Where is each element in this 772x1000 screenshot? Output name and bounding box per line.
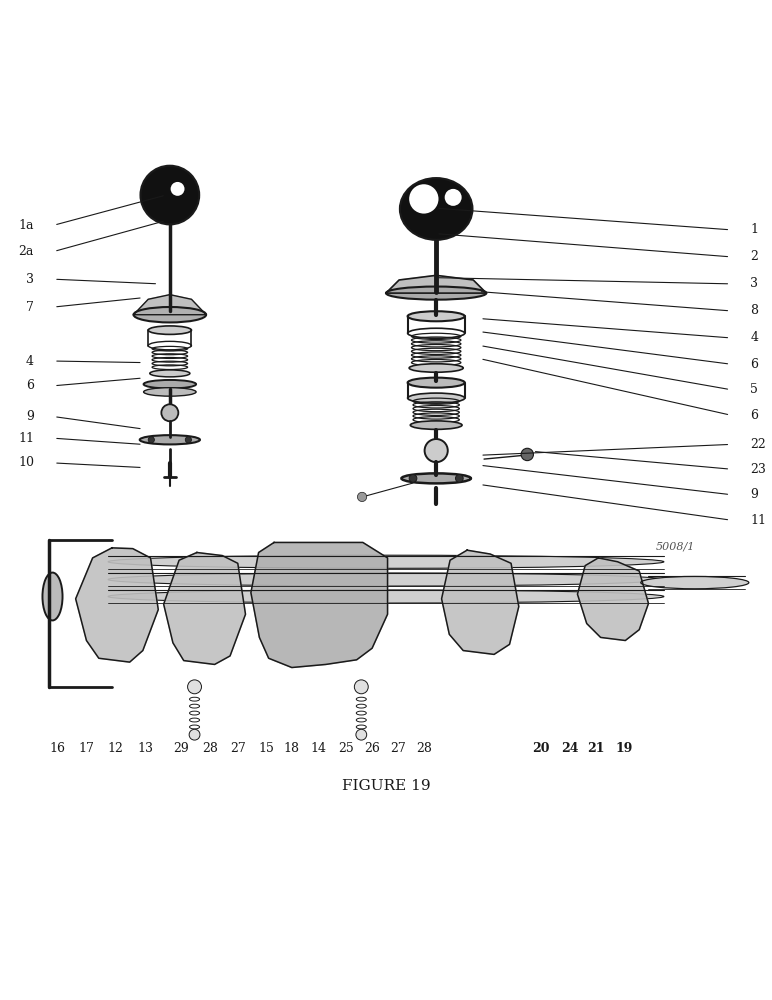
Circle shape (357, 492, 367, 502)
Circle shape (171, 182, 185, 196)
Text: 5: 5 (750, 383, 758, 396)
Text: 29: 29 (174, 742, 189, 755)
Text: 1a: 1a (19, 219, 34, 232)
Circle shape (445, 189, 462, 206)
Ellipse shape (108, 590, 664, 603)
Text: 9: 9 (26, 410, 34, 423)
Text: 11: 11 (18, 432, 34, 445)
Text: 1: 1 (750, 223, 758, 236)
Text: 22: 22 (750, 438, 766, 451)
Ellipse shape (408, 311, 465, 321)
Circle shape (161, 404, 178, 421)
Text: 4: 4 (750, 331, 758, 344)
Text: 10: 10 (18, 456, 34, 469)
Text: 6: 6 (750, 358, 758, 371)
Text: 26: 26 (364, 742, 380, 755)
Polygon shape (251, 542, 388, 668)
Polygon shape (134, 295, 206, 315)
Text: 21: 21 (587, 742, 604, 755)
Text: 14: 14 (310, 742, 326, 755)
Text: 24: 24 (561, 742, 578, 755)
Text: 9: 9 (750, 488, 758, 501)
Circle shape (409, 184, 438, 214)
Circle shape (188, 680, 201, 694)
Circle shape (185, 437, 191, 443)
Text: 3: 3 (750, 277, 758, 290)
Ellipse shape (408, 328, 465, 338)
Text: 15: 15 (259, 742, 274, 755)
Ellipse shape (108, 555, 664, 568)
Text: 11: 11 (750, 514, 767, 527)
Text: 27: 27 (230, 742, 245, 755)
Text: 20: 20 (532, 742, 549, 755)
Text: 19: 19 (615, 742, 632, 755)
Polygon shape (76, 548, 158, 662)
Text: 28: 28 (202, 742, 218, 755)
Text: 6: 6 (26, 379, 34, 392)
Circle shape (425, 439, 448, 462)
Circle shape (409, 475, 417, 482)
Text: 5008/1: 5008/1 (655, 541, 696, 551)
Polygon shape (386, 275, 486, 293)
Text: 7: 7 (26, 301, 34, 314)
Ellipse shape (144, 388, 196, 396)
Text: 2: 2 (750, 250, 758, 263)
Ellipse shape (134, 307, 206, 322)
Ellipse shape (148, 341, 191, 350)
Ellipse shape (641, 576, 749, 589)
Text: 18: 18 (284, 742, 300, 755)
Ellipse shape (108, 573, 664, 586)
Ellipse shape (140, 435, 200, 444)
Ellipse shape (409, 364, 463, 372)
Text: 4: 4 (26, 355, 34, 368)
Ellipse shape (144, 380, 196, 388)
Circle shape (455, 475, 463, 482)
Text: 27: 27 (391, 742, 406, 755)
Circle shape (141, 166, 199, 224)
Circle shape (148, 437, 154, 443)
Circle shape (356, 729, 367, 740)
Circle shape (354, 680, 368, 694)
Text: 23: 23 (750, 463, 767, 476)
Text: 28: 28 (417, 742, 432, 755)
Ellipse shape (386, 287, 486, 300)
Text: 3: 3 (26, 273, 34, 286)
Text: 12: 12 (108, 742, 124, 755)
Circle shape (521, 448, 533, 461)
Ellipse shape (401, 473, 471, 483)
Text: 13: 13 (137, 742, 153, 755)
Ellipse shape (42, 573, 63, 620)
Text: 25: 25 (338, 742, 354, 755)
Text: 2a: 2a (19, 245, 34, 258)
Ellipse shape (408, 393, 465, 403)
Circle shape (189, 729, 200, 740)
Ellipse shape (400, 178, 472, 240)
Polygon shape (442, 550, 519, 654)
Polygon shape (164, 552, 245, 664)
Text: 17: 17 (79, 742, 94, 755)
Text: 8: 8 (750, 304, 758, 317)
Polygon shape (577, 558, 648, 641)
Ellipse shape (408, 378, 465, 388)
Ellipse shape (148, 326, 191, 334)
Text: FIGURE 19: FIGURE 19 (342, 779, 430, 793)
Ellipse shape (150, 370, 190, 377)
Text: 16: 16 (50, 742, 66, 755)
Text: 6: 6 (750, 409, 758, 422)
Ellipse shape (410, 421, 462, 429)
